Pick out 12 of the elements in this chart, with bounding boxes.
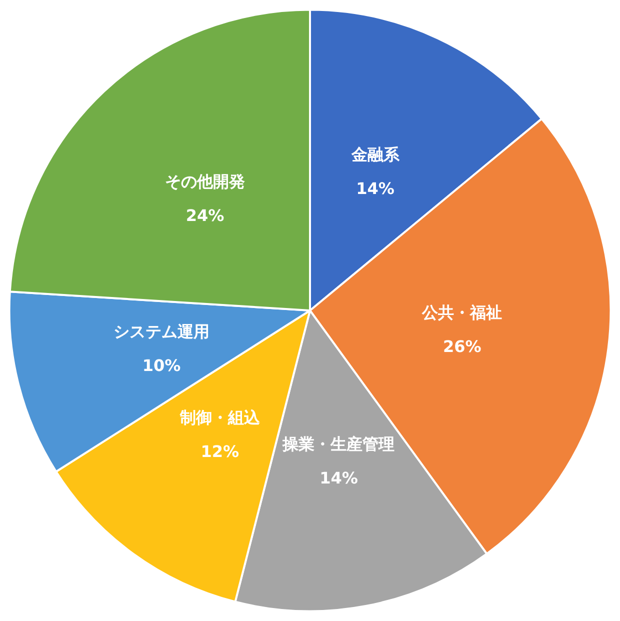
slice-label: 金融系 (350, 145, 400, 164)
data-label: 12% (200, 442, 240, 462)
data-label: 14% (356, 179, 394, 198)
data-label: 14% (320, 468, 358, 488)
slice-label: 制御・組込 (178, 408, 261, 428)
slice-label: システム運用 (113, 322, 210, 342)
slice-label: 操業・生産管理 (282, 434, 395, 454)
data-label: 24% (186, 206, 224, 226)
slice-label: その他開発 (165, 172, 246, 192)
data-label: 26% (442, 337, 482, 356)
slice-label: 公共・福祉 (421, 303, 502, 322)
data-label: 10% (142, 356, 181, 376)
